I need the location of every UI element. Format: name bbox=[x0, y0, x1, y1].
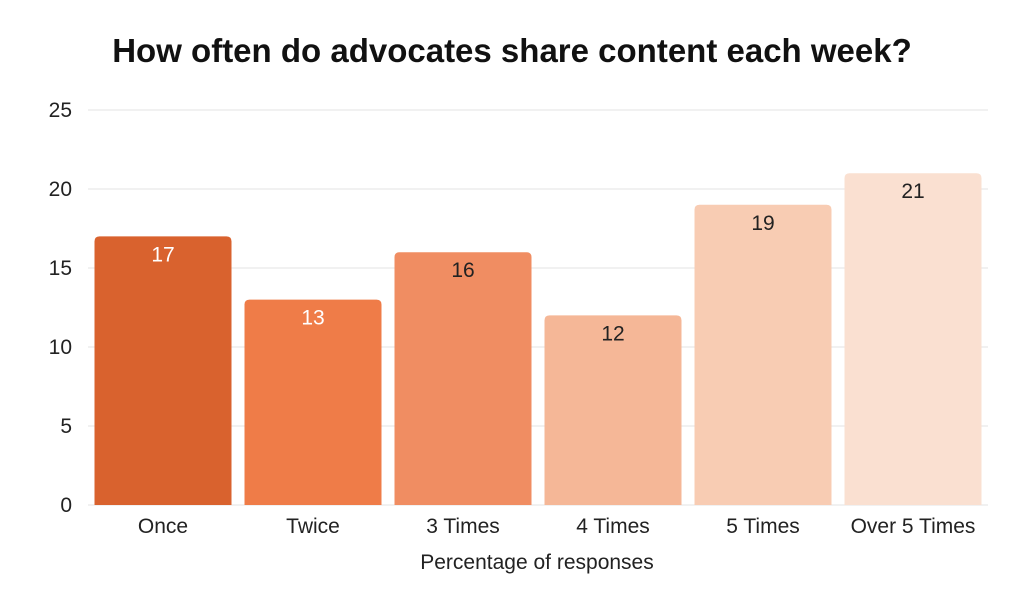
chart-title: How often do advocates share content eac… bbox=[112, 32, 912, 69]
y-tick-label: 5 bbox=[60, 415, 72, 438]
x-axis-categories: Once Twice 3 Times 4 Times 5 Times Over 5 Tim… bbox=[138, 515, 976, 538]
x-axis-label: Percentage of responses bbox=[420, 551, 653, 574]
bar bbox=[544, 315, 682, 505]
y-axis-ticks: 0 5 10 15 20 25 bbox=[49, 99, 72, 517]
bars: 17 13 16 12 19 21 bbox=[94, 173, 982, 506]
x-category-label: Over 5 Times bbox=[851, 515, 976, 538]
bar-value-label: 12 bbox=[601, 322, 624, 345]
y-tick-label: 10 bbox=[49, 336, 72, 359]
x-category-label: Once bbox=[138, 515, 188, 538]
bar bbox=[694, 204, 832, 506]
x-category-label: 4 Times bbox=[576, 515, 650, 538]
bar-value-label: 17 bbox=[151, 243, 174, 266]
y-tick-label: 20 bbox=[49, 178, 72, 201]
bar-value-label: 19 bbox=[751, 212, 774, 235]
bar-value-label: 16 bbox=[451, 259, 474, 282]
bar bbox=[244, 299, 382, 505]
gridlines bbox=[88, 109, 988, 506]
x-category-label: 5 Times bbox=[726, 515, 800, 538]
bar bbox=[394, 252, 532, 505]
x-category-label: 3 Times bbox=[426, 515, 500, 538]
x-category-label: Twice bbox=[286, 515, 340, 538]
bar bbox=[844, 173, 982, 505]
bar-value-label: 21 bbox=[901, 180, 924, 203]
y-tick-label: 25 bbox=[49, 99, 72, 122]
bar bbox=[94, 236, 232, 505]
y-tick-label: 0 bbox=[60, 494, 72, 517]
y-tick-label: 15 bbox=[49, 257, 72, 280]
bar-value-label: 13 bbox=[301, 307, 324, 330]
